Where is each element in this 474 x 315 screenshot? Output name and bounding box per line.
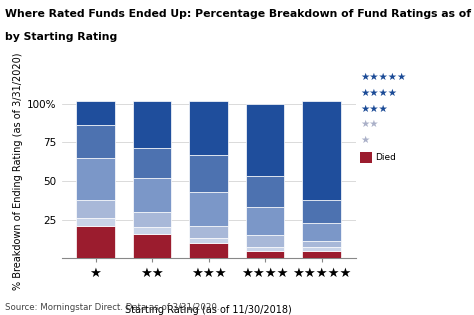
Text: ★★★: ★★★ bbox=[360, 104, 388, 114]
Text: Source: Morningstar Direct. Data as of 3/31/2020.: Source: Morningstar Direct. Data as of 3… bbox=[5, 303, 219, 312]
Bar bbox=[189, 238, 228, 243]
Text: ★★: ★★ bbox=[360, 119, 379, 129]
X-axis label: Starting Rating (as of 11/30/2018): Starting Rating (as of 11/30/2018) bbox=[125, 305, 292, 315]
Bar bbox=[133, 233, 171, 258]
Bar bbox=[133, 100, 171, 148]
Bar bbox=[76, 226, 115, 258]
Bar bbox=[246, 235, 284, 248]
Bar bbox=[189, 226, 228, 238]
Bar bbox=[302, 250, 341, 258]
Bar bbox=[302, 199, 341, 223]
Bar bbox=[189, 100, 228, 155]
Bar bbox=[76, 158, 115, 199]
Bar bbox=[133, 148, 171, 178]
Bar bbox=[76, 199, 115, 218]
Bar bbox=[302, 241, 341, 248]
Text: Died: Died bbox=[375, 153, 396, 162]
Bar bbox=[189, 155, 228, 192]
Text: ★★★★★: ★★★★★ bbox=[360, 72, 407, 82]
Bar bbox=[76, 218, 115, 226]
Bar bbox=[246, 207, 284, 235]
Bar bbox=[246, 248, 284, 250]
Bar bbox=[133, 212, 171, 227]
Bar bbox=[302, 100, 341, 199]
Bar bbox=[76, 125, 115, 158]
Text: ★★★★: ★★★★ bbox=[360, 88, 397, 98]
Text: Where Rated Funds Ended Up: Percentage Breakdown of Fund Ratings as of 3/31/2020: Where Rated Funds Ended Up: Percentage B… bbox=[5, 9, 474, 20]
Y-axis label: % Breakdown of Ending Rating (as of 3/31/2020): % Breakdown of Ending Rating (as of 3/31… bbox=[13, 53, 23, 290]
Bar bbox=[189, 192, 228, 226]
Text: ★: ★ bbox=[360, 135, 370, 145]
Bar bbox=[76, 100, 115, 125]
Bar bbox=[302, 223, 341, 241]
Bar bbox=[189, 243, 228, 258]
Bar bbox=[246, 250, 284, 258]
Bar bbox=[133, 227, 171, 233]
Bar bbox=[133, 178, 171, 212]
Bar bbox=[302, 248, 341, 250]
Bar bbox=[246, 176, 284, 207]
Bar bbox=[246, 104, 284, 176]
Text: by Starting Rating: by Starting Rating bbox=[5, 32, 117, 42]
